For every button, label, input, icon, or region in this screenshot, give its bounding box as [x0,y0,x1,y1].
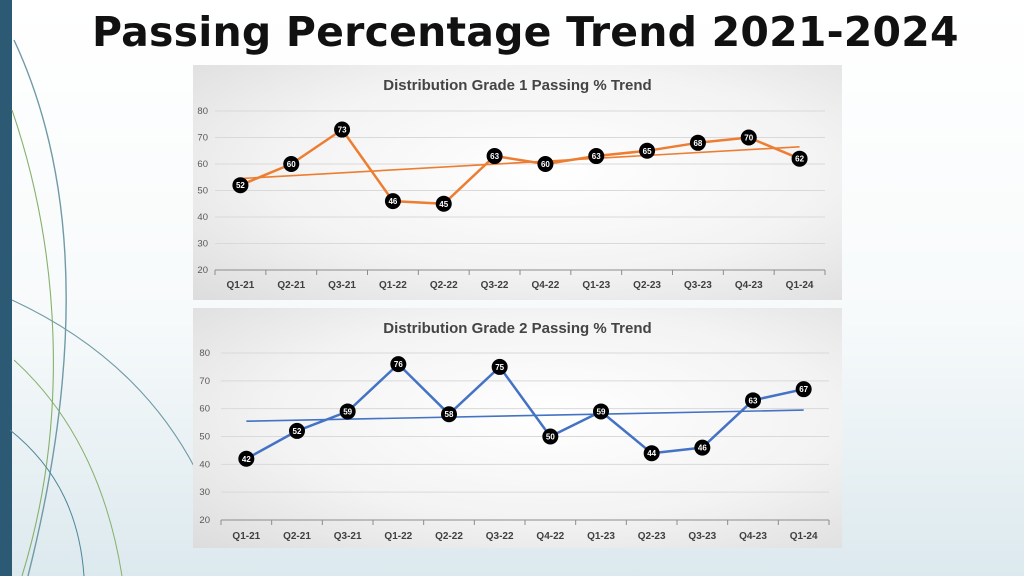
grade1-series-line [239,128,801,206]
grade1-data-point [334,121,351,138]
grade1-data-point [283,156,300,172]
grade1-y-tick-label: 70 [197,133,208,144]
grade1-x-tick-label: Q3-21 [328,280,356,291]
grade1-y-tick-label: 80 [197,106,208,117]
grade2-x-tick-label: Q2-23 [638,531,666,542]
grade2-y-tick-label: 40 [199,459,210,470]
grade1-y-tick-label: 30 [197,239,208,250]
grade1-x-tick-label: Q4-22 [532,280,560,291]
grade1-x-tick-label: Q2-21 [277,280,305,291]
grade2-x-tick-label: Q4-22 [536,531,564,542]
grade1-x-tick-label: Q2-23 [633,280,661,291]
grade1-data-label: 52 [236,181,245,190]
grade1-y-tick-label: 40 [197,212,208,223]
grade2-data-point [390,356,407,373]
grade1-trendline [240,145,800,180]
grade2-data-point [339,403,356,420]
grade1-y-tick-label: 20 [197,265,208,276]
grade2-data-point [745,392,761,409]
grade2-data-label: 58 [445,410,454,419]
grade2-x-tick-label: Q3-22 [486,531,514,542]
grade1-data-label: 70 [744,134,753,143]
grade1-data-point [740,129,757,146]
grade2-y-tick-label: 60 [199,404,210,415]
grade2-data-point [593,403,609,420]
grade1-data-label: 46 [388,197,397,206]
grade2-line-chart: Distribution Grade 2 Passing % Trend 20 30… [199,320,830,542]
grade2-y-tick-label: 50 [199,432,210,443]
grade2-data-point [542,428,559,445]
grade2-data-point [491,358,508,375]
grade2-data-label: 76 [394,360,403,369]
grade2-x-tick-label: Q2-21 [283,531,311,542]
grade1-data-label: 63 [592,152,601,161]
grade2-x-tick-label: Q1-23 [587,531,615,542]
grade2-data-label: 44 [647,449,656,458]
grade1-x-tick-label: Q2-22 [430,280,458,291]
grade1-chart-title: Distribution Grade 1 Passing % Trend [383,77,651,94]
grade1-data-label: 45 [439,200,448,209]
grade2-series-line [245,362,804,460]
grade2-data-point [795,381,812,398]
grade1-x-tick-label: Q1-24 [786,280,814,291]
grade2-data-label: 75 [495,363,504,372]
grade2-x-tick-label: Q1-22 [384,531,412,542]
grade2-data-label: 52 [293,427,302,436]
grade2-y-tick-label: 30 [199,487,210,498]
decorative-swooshes [9,39,197,576]
grade1-chart-panel: Distribution Grade 1 Passing % Trend 20 30… [193,65,842,300]
grade1-data-point [537,156,554,172]
grade2-y-tick-label: 80 [199,348,210,359]
grade2-data-label: 67 [799,385,808,394]
grade1-data-label: 65 [643,147,652,156]
grade2-x-tick-label: Q1-21 [232,531,260,542]
slide-title: Passing Percentage Trend 2021-2024 [92,8,959,56]
grade2-x-tick-label: Q1-24 [790,531,818,542]
grade2-data-label: 46 [698,444,707,453]
grade2-data-point [643,445,660,462]
grade2-chart-title: Distribution Grade 2 Passing % Trend [383,320,651,337]
grade2-x-tick-label: Q3-21 [334,531,362,542]
grade2-y-tick-label: 70 [199,376,210,387]
grade1-x-tick-label: Q3-23 [684,280,712,291]
grade1-x-tick-label: Q1-21 [227,280,255,291]
grade2-data-label: 59 [597,407,606,416]
grade1-data-point [639,142,656,159]
grade2-x-tick-label: Q2-22 [435,531,463,542]
grade2-data-label: 59 [343,407,352,416]
grade1-data-point [232,177,249,194]
grade2-data-label: 42 [242,455,251,464]
grade1-data-point [486,148,503,165]
grade1-data-point [689,134,706,151]
grade2-data-point [694,439,711,456]
grade1-data-label: 73 [338,126,347,135]
grade2-x-tick-label: Q4-23 [739,531,767,542]
grade1-data-label: 62 [795,155,804,164]
grade1-data-label: 63 [490,152,499,161]
grade1-x-tick-label: Q3-22 [481,280,509,291]
grade1-data-point [435,195,452,212]
grade1-y-tick-label: 50 [197,186,208,197]
grade2-data-label: 63 [749,396,758,405]
grade1-y-tick-label: 60 [197,159,208,170]
grade2-data-point [238,450,255,467]
grade2-data-point [289,422,305,439]
left-accent-bar [0,0,12,576]
grade1-data-point [588,148,605,165]
grade2-x-tick-label: Q3-23 [688,531,716,542]
grade1-x-tick-label: Q4-23 [735,280,763,291]
grade1-data-label: 68 [693,139,702,148]
grade1-data-label: 60 [541,160,550,169]
grade2-trendline [246,409,804,422]
grade1-data-point [791,150,808,167]
grade1-data-label: 60 [287,160,296,169]
grade1-line-chart: Distribution Grade 1 Passing % Trend 20 30… [197,77,826,291]
grade1-data-point [384,193,401,210]
grade1-x-tick-label: Q1-23 [582,280,610,291]
grade2-y-tick-label: 20 [199,515,210,526]
grade2-data-point [441,406,457,423]
grade2-data-label: 50 [546,433,555,442]
grade2-chart-panel: Distribution Grade 2 Passing % Trend 20 30… [193,308,842,548]
grade1-x-tick-label: Q1-22 [379,280,407,291]
